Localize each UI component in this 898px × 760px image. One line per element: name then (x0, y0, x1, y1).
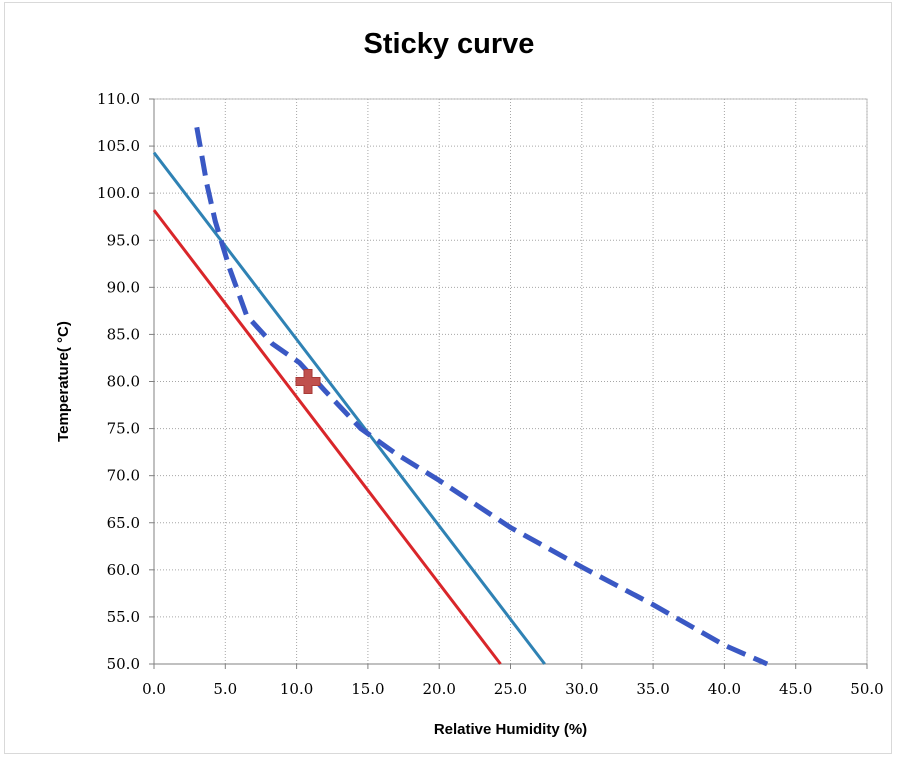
x-tick-label: 20.0 (422, 680, 455, 698)
y-tick-label: 70.0 (107, 467, 140, 485)
y-tick-label: 65.0 (107, 514, 140, 532)
y-tick-label: 80.0 (107, 373, 140, 391)
x-tick-label: 0.0 (142, 680, 166, 698)
x-axis-label: Relative Humidity (%) (434, 721, 587, 738)
y-tick-label: 55.0 (107, 608, 140, 626)
chart-title: Sticky curve (363, 28, 535, 60)
y-tick-label: 90.0 (107, 278, 140, 296)
x-tick-label: 15.0 (351, 680, 384, 698)
series-line-3 (194, 126, 769, 667)
data-point-marker (295, 369, 321, 394)
x-tick-label: 35.0 (636, 680, 669, 698)
x-tick-label: 45.0 (779, 680, 812, 698)
x-tick-label: 10.0 (280, 680, 313, 698)
series-line-1 (152, 209, 502, 665)
series-line-2 (152, 151, 546, 665)
x-tick-label: 30.0 (565, 680, 598, 698)
x-tick-label: 50.0 (850, 680, 883, 698)
y-tick-label: 95.0 (107, 231, 140, 249)
x-tick-label: 5.0 (213, 680, 237, 698)
x-tick-label: 25.0 (494, 680, 527, 698)
y-tick-label: 110.0 (97, 90, 140, 108)
y-tick-label: 105.0 (97, 137, 140, 155)
chart-frame (4, 2, 892, 754)
x-tick-label: 40.0 (708, 680, 741, 698)
y-tick-label: 75.0 (107, 420, 140, 438)
y-axis-label: Temperature( °C) (55, 321, 72, 442)
y-tick-label: 100.0 (97, 184, 140, 202)
y-tick-label: 60.0 (107, 561, 140, 579)
y-tick-label: 85.0 (107, 325, 140, 343)
y-tick-label: 50.0 (107, 655, 140, 673)
